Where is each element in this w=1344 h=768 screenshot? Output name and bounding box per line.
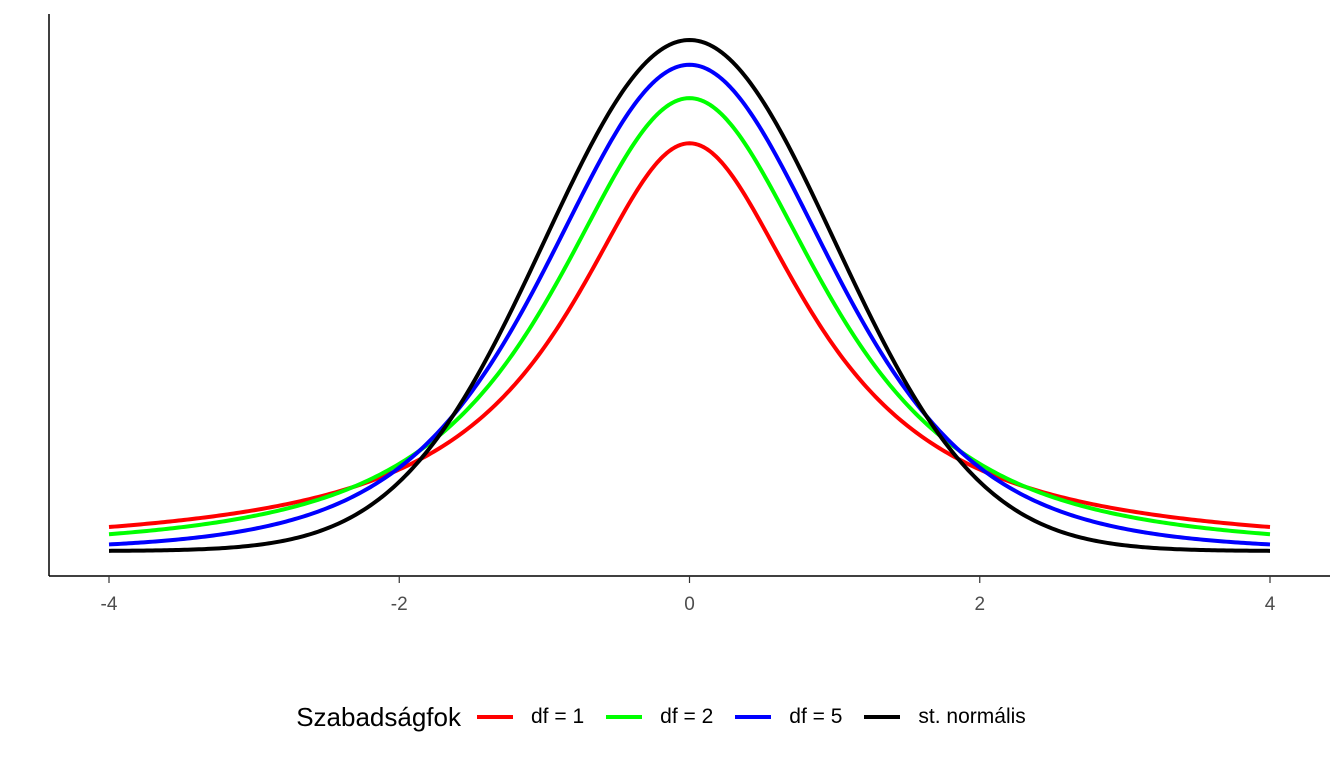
x-tick-label: -4 xyxy=(101,594,118,615)
series-line-df-5 xyxy=(108,62,1271,547)
legend-swatch-df5 xyxy=(735,715,772,719)
legend-swatch-df2 xyxy=(606,715,643,719)
legend-label-df2: df = 2 xyxy=(660,705,714,728)
series-lines xyxy=(108,38,1271,553)
x-tick-label: 0 xyxy=(684,594,695,615)
legend-item-normal: st. normális xyxy=(864,705,1026,729)
legend-swatch-df1 xyxy=(477,715,513,719)
legend-title: Szabadságfok xyxy=(296,701,461,732)
legend-swatch-normal xyxy=(864,715,901,719)
legend-label-df5: df = 5 xyxy=(789,705,843,728)
legend-item-df5: df = 5 xyxy=(735,705,842,729)
series-line-df-1 xyxy=(108,141,1271,530)
legend-item-df1: df = 1 xyxy=(477,705,584,729)
legend-item-df2: df = 2 xyxy=(606,705,713,729)
series-line-df-2 xyxy=(108,96,1271,537)
x-tick-label: -2 xyxy=(391,594,408,615)
legend-label-df1: df = 1 xyxy=(531,705,585,728)
series-line-st-norm-lis xyxy=(108,38,1271,553)
x-tick-label: 2 xyxy=(974,594,985,615)
x-tick-label: 4 xyxy=(1265,594,1276,615)
legend-label-normal: st. normális xyxy=(918,705,1026,728)
legend: Szabadságfok df = 1 df = 2 df = 5 st. no… xyxy=(0,695,1344,739)
x-axis-ticks: -4 -2 0 2 4 xyxy=(101,576,1276,615)
